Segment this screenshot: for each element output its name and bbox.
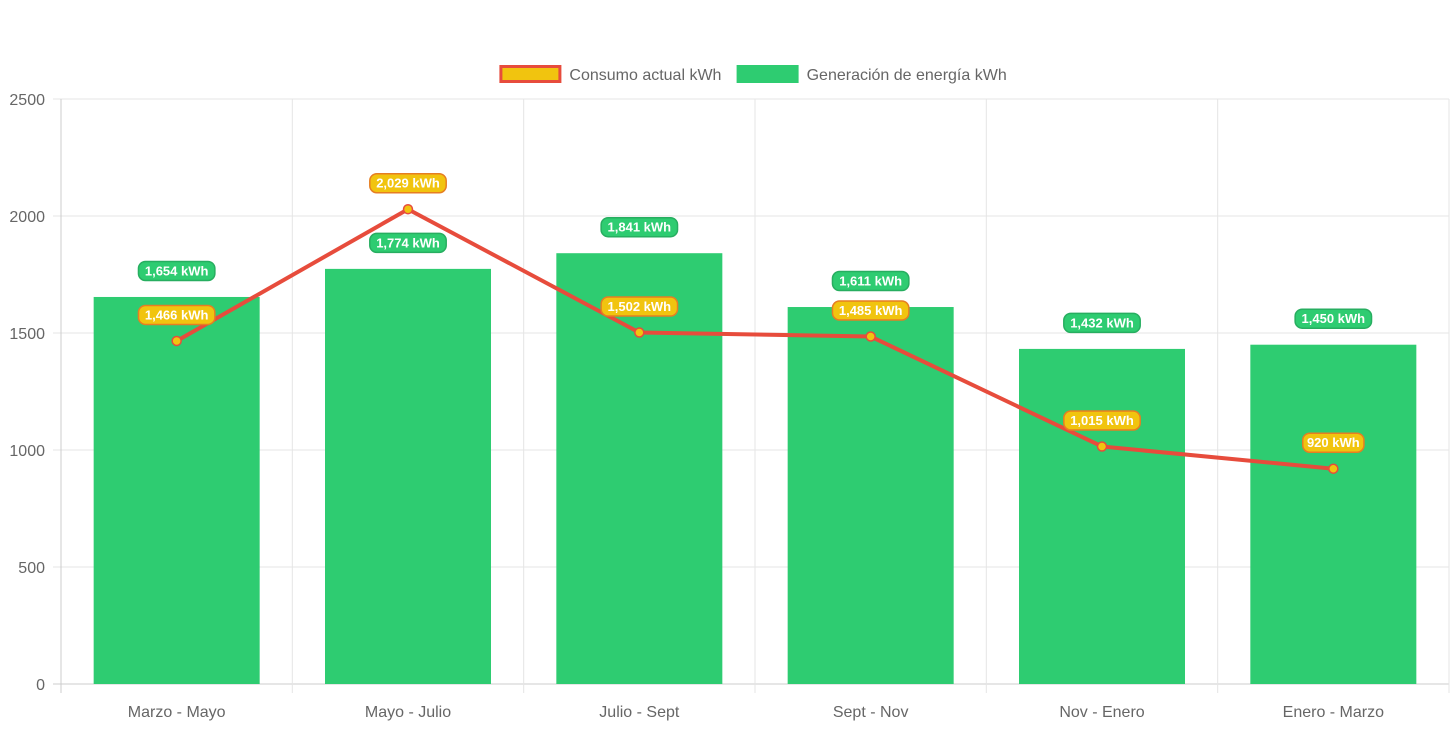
line-value-label-background [600, 296, 679, 317]
legend-item[interactable]: Consumo actual kWh [499, 65, 722, 85]
bar-value-label-text: 1,611 kWh [839, 274, 902, 289]
line-value-label-text: 2,029 kWh [376, 176, 440, 191]
legend-swatch [499, 65, 562, 83]
bar-value-label-text: 1,432 kWh [1070, 315, 1134, 330]
line-point[interactable] [1096, 441, 1108, 452]
line-value-label-text: 1,485 kWh [839, 303, 903, 318]
consumption-line [174, 207, 1336, 471]
bar[interactable] [556, 253, 723, 684]
y-tick-label: 1000 [9, 443, 45, 460]
line-point[interactable] [865, 331, 876, 342]
bar[interactable] [1019, 348, 1185, 684]
y-tick-label: 0 [36, 677, 45, 694]
x-tick-label: Nov - Enero [1059, 704, 1144, 721]
x-tick-label: Marzo - Mayo [128, 704, 226, 721]
data-labels: 1,654 kWh 1,774 kWh 1,841 kWh 1,611 kWh 1,43… [137, 172, 1373, 453]
bar[interactable] [1250, 344, 1417, 684]
bar-value-label-background [1294, 308, 1373, 329]
line-point[interactable] [634, 327, 645, 338]
line-value-label-background [137, 304, 216, 326]
bar-value-label: 1,611 kWh [831, 270, 910, 292]
line-value-label-text: 1,502 kWh [608, 299, 672, 314]
bar[interactable] [787, 307, 954, 684]
line-value-label-background [369, 172, 447, 194]
bar-value-label-text: 1,450 kWh [1302, 311, 1366, 326]
bar-value-label: 1,774 kWh [369, 232, 447, 254]
line-value-label: 1,015 kWh [1063, 410, 1141, 431]
y-tick-label: 2000 [9, 209, 45, 226]
line-point[interactable] [1328, 463, 1339, 474]
bar-value-label-text: 1,841 kWh [608, 220, 672, 235]
line-value-label-text: 1,015 kWh [1070, 413, 1134, 428]
x-tick-label: Julio - Sept [599, 704, 680, 721]
bar[interactable] [325, 268, 491, 684]
line-value-label-text: 920 kWh [1307, 435, 1360, 450]
line-value-label: 1,485 kWh [831, 300, 910, 321]
y-tick-label: 500 [18, 560, 45, 577]
axes: 0 500 1000 1500 2000 2500 Marzo - Mayo Mayo - J… [9, 92, 1384, 721]
legend-item[interactable]: Generación de energía kWh [736, 65, 1007, 84]
line-value-label: 1,466 kWh [137, 304, 216, 326]
bar-value-label-background [831, 270, 910, 292]
line-point[interactable] [402, 203, 414, 215]
y-tick-label: 2500 [9, 92, 45, 109]
bar-value-label: 1,450 kWh [1294, 308, 1373, 329]
line-value-label-background [1063, 410, 1141, 431]
bar-value-label: 1,654 kWh [137, 260, 216, 282]
line-value-label-text: 1,466 kWh [145, 307, 209, 322]
bar-value-label-background [137, 260, 216, 282]
x-tick-label: Mayo - Julio [365, 704, 451, 721]
bar-value-label-background [1063, 312, 1141, 334]
bar[interactable] [93, 296, 260, 684]
bar-series [93, 253, 1417, 684]
bar-value-label-background [369, 232, 447, 254]
legend-swatch [736, 65, 799, 83]
line-value-label-background [1301, 432, 1365, 453]
bar-value-label-text: 1,774 kWh [376, 235, 440, 250]
legend-label: Consumo actual kWh [569, 67, 721, 84]
grid-lines [53, 98, 1450, 693]
bar-value-label-text: 1,654 kWh [145, 263, 209, 278]
line-series [171, 203, 1339, 474]
line-point[interactable] [171, 335, 182, 347]
bar-value-label: 1,841 kWh [600, 216, 679, 238]
legend-label: Generación de energía kWh [807, 67, 1007, 84]
y-tick-label: 1500 [9, 326, 45, 343]
bar-value-label: 1,432 kWh [1063, 312, 1141, 334]
legend: Consumo actual kWh Generación de energía … [499, 65, 1007, 85]
line-value-label: 920 kWh [1301, 432, 1365, 453]
x-tick-label: Sept - Nov [833, 704, 909, 721]
line-value-label: 2,029 kWh [369, 172, 447, 194]
bar-value-label-background [600, 216, 679, 238]
line-value-label: 1,502 kWh [600, 296, 679, 317]
x-tick-label: Enero - Marzo [1283, 704, 1384, 721]
line-value-label-background [831, 300, 910, 321]
